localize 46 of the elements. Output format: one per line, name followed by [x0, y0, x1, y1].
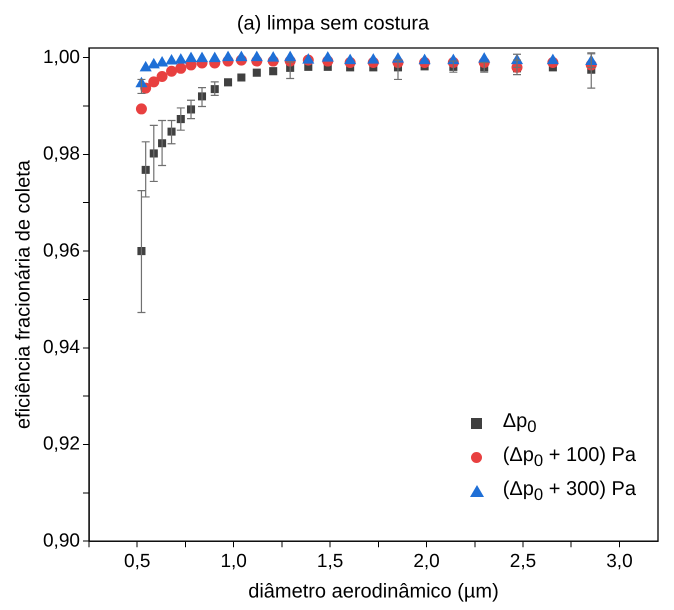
y-tick-label: 0,92 [42, 434, 80, 455]
point [156, 71, 168, 82]
point [156, 56, 168, 66]
point [284, 51, 296, 62]
point [222, 51, 234, 62]
point [547, 54, 559, 64]
point [136, 103, 147, 114]
point [148, 76, 160, 88]
y-axis-title: eficiência fracionária de coleta [12, 159, 35, 430]
legend-label: (Δp$_{0}$ + 100) Pa [502, 444, 636, 470]
chart-title: (a) limpa sem costura [236, 12, 430, 35]
point [322, 52, 334, 62]
point [175, 62, 186, 74]
y-tick-label: 0,94 [42, 337, 80, 358]
point [175, 54, 186, 64]
x-tick-label: 1,5 [316, 550, 344, 572]
point [267, 52, 279, 62]
y-tick-label: 0,98 [42, 144, 80, 165]
point [148, 58, 160, 68]
point [368, 54, 379, 64]
point [185, 52, 197, 62]
point [224, 78, 232, 86]
point [418, 54, 430, 64]
x-tick-label: 1,0 [220, 550, 247, 572]
y-tick-label: 1,00 [42, 46, 80, 68]
point [196, 52, 208, 62]
y-tick-label: 0,90 [42, 530, 80, 552]
point [140, 61, 152, 72]
point [166, 66, 178, 77]
point [237, 73, 246, 82]
legend-label: (Δp$_{0}$ + 300) Pa [502, 478, 636, 504]
point [478, 52, 490, 63]
x-tick-label: 3,0 [606, 550, 633, 572]
point [252, 68, 261, 77]
y-tick-label: 0,96 [42, 240, 80, 262]
x-axis-title: diâmetro aerodinâmico (µm) [248, 580, 499, 603]
x-tick-label: 2,5 [510, 550, 536, 572]
point [251, 51, 262, 62]
point [236, 51, 248, 62]
point [344, 54, 356, 64]
x-tick-label: 2,0 [413, 550, 440, 572]
point [269, 67, 278, 76]
point [209, 52, 220, 62]
point [166, 54, 178, 65]
x-tick-label: 0,5 [124, 550, 150, 572]
legend-label: Δp$_{0}$ [502, 410, 536, 436]
